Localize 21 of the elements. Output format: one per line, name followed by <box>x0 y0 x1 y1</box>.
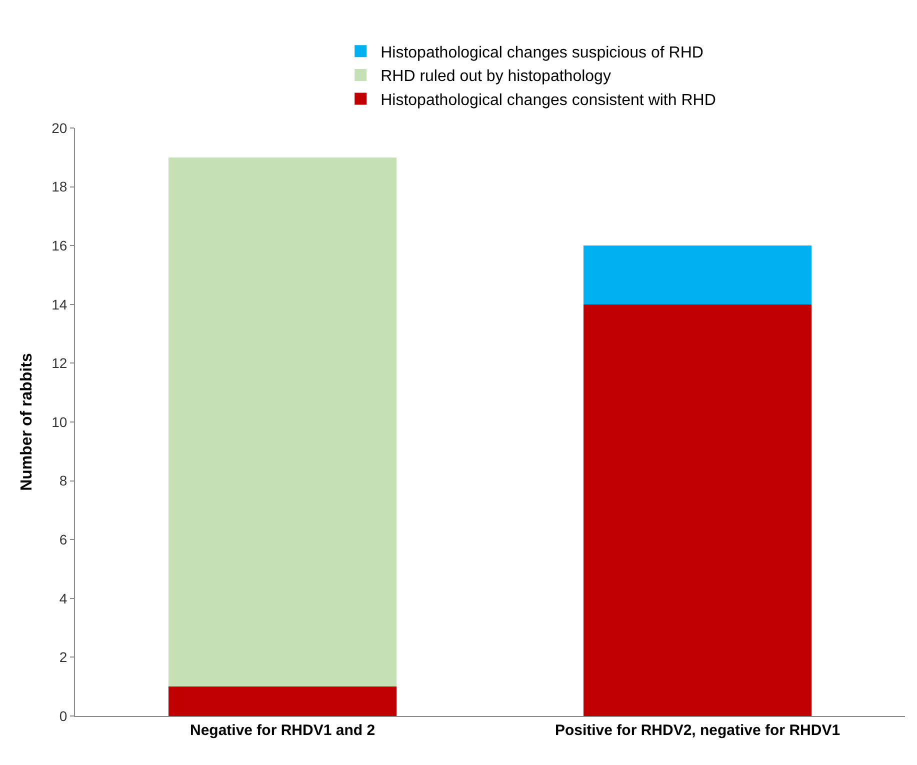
y-tick-label: 6 <box>59 532 68 548</box>
y-tick-label: 12 <box>52 355 68 372</box>
y-tick-label: 20 <box>52 120 68 136</box>
bar <box>583 304 812 716</box>
y-tick-label: 2 <box>59 649 68 666</box>
y-tick-label: 18 <box>52 178 68 195</box>
bar <box>168 157 397 687</box>
x-tick-label: Positive for RHDV2, negative for RHDV1 <box>554 722 840 739</box>
y-tick-label: 8 <box>59 472 68 489</box>
legend-label: Histopathological changes consistent with RHD <box>380 92 716 109</box>
y-tick-label: 16 <box>52 238 68 254</box>
y-tick-label: 4 <box>59 590 68 606</box>
y-tick-label: 0 <box>59 708 68 724</box>
bar <box>168 686 397 716</box>
y-tick-label: 10 <box>52 414 68 430</box>
legend-label: RHD ruled out by histopathology <box>380 68 611 86</box>
legend-label: Histopathological changes suspicious of RHD <box>380 44 704 62</box>
y-tick-label: 14 <box>52 296 68 312</box>
y-axis-title: Number of rabbits <box>18 353 36 491</box>
bar <box>583 246 812 304</box>
x-tick-label: Negative for RHDV1 and 2 <box>190 722 376 739</box>
